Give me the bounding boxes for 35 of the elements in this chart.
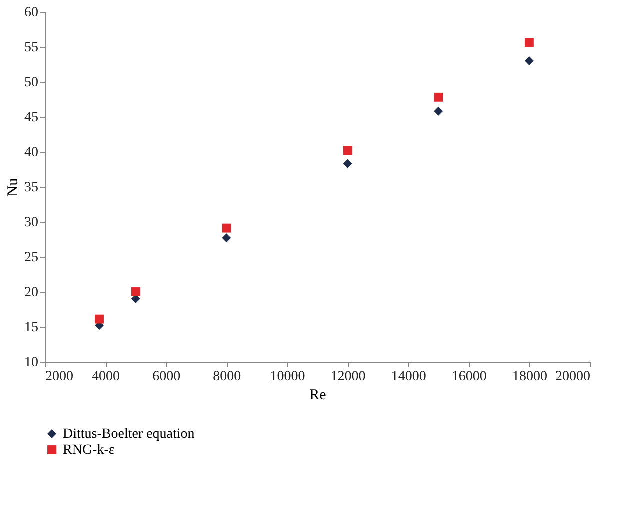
y-tick-label: 15 (24, 320, 38, 336)
x-axis-title: Re (310, 388, 327, 404)
x-tick-label: 8000 (213, 370, 242, 384)
legend-label: RNG-k-ε (63, 443, 115, 458)
y-tick-label: 10 (24, 356, 38, 370)
point (434, 106, 444, 116)
point (343, 159, 352, 168)
x-tick-label: 2000 (46, 370, 74, 384)
y-tick-label: 45 (24, 110, 38, 126)
point (222, 234, 232, 243)
x-tick-label: 4000 (92, 370, 120, 384)
y-tick-label: 35 (24, 180, 38, 196)
y-tick-label: 50 (24, 76, 38, 90)
x-tick-label: 16000 (452, 370, 487, 384)
y-tick-label: 55 (24, 40, 38, 56)
point (131, 288, 140, 296)
point (343, 146, 352, 156)
y-tick-label: 25 (24, 250, 38, 266)
y-tick-label: 30 (24, 216, 38, 230)
legend-label: Dittus-Boelter equation (63, 427, 195, 442)
point (434, 92, 444, 102)
x-tick-label: 6000 (152, 370, 181, 384)
point (524, 38, 534, 48)
y-tick-label: 40 (24, 146, 38, 160)
point (524, 56, 534, 66)
y-axis-title: Nu (6, 178, 22, 197)
y-tick-label: 60 (24, 6, 38, 20)
point (95, 314, 104, 324)
x-tick-label: 20000 (556, 370, 590, 384)
x-tick-label: 12000 (330, 370, 366, 384)
x-tick-label: 14000 (391, 370, 426, 384)
y-tick-label: 20 (24, 286, 38, 300)
x-tick-label: 18000 (512, 370, 548, 384)
point (222, 224, 232, 233)
x-tick-label: 10000 (270, 370, 306, 384)
